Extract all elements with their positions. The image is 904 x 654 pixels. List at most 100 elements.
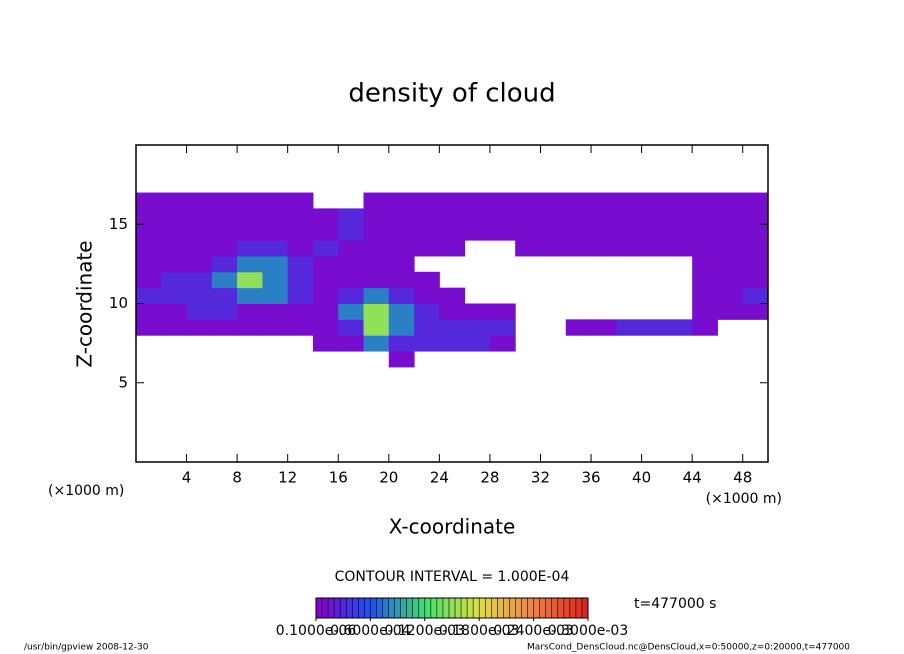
cell bbox=[591, 319, 617, 336]
x-tick-label: 4 bbox=[182, 469, 192, 487]
cell bbox=[439, 192, 466, 209]
cell bbox=[262, 192, 289, 209]
cell bbox=[616, 319, 643, 336]
colorbar-step bbox=[370, 598, 377, 618]
colorbar-step bbox=[575, 598, 583, 618]
cell bbox=[211, 255, 238, 273]
cell bbox=[692, 271, 718, 289]
colorbar-step bbox=[533, 598, 540, 618]
colorbar-step bbox=[473, 598, 480, 618]
cell bbox=[262, 224, 289, 241]
cell bbox=[717, 255, 744, 273]
cell bbox=[540, 208, 567, 225]
colorbar-step bbox=[479, 598, 486, 618]
cell bbox=[692, 224, 718, 241]
cell bbox=[262, 255, 289, 273]
cell bbox=[717, 240, 744, 257]
colorbar-step bbox=[358, 598, 365, 618]
cell bbox=[439, 319, 466, 336]
cell bbox=[540, 192, 567, 209]
colorbar-step bbox=[406, 598, 414, 618]
cell bbox=[363, 287, 390, 304]
cell bbox=[692, 303, 718, 320]
cell bbox=[717, 224, 744, 241]
colorbar-frame bbox=[315, 597, 589, 619]
cell bbox=[287, 319, 314, 336]
colorbar-step bbox=[497, 598, 504, 618]
cell bbox=[363, 255, 390, 273]
colorbar-step bbox=[334, 598, 341, 618]
colorbar-step bbox=[316, 598, 323, 618]
cell bbox=[211, 271, 238, 289]
cell bbox=[515, 208, 541, 225]
cell bbox=[616, 240, 643, 257]
cell bbox=[211, 319, 238, 336]
cell bbox=[439, 208, 466, 225]
footer-left: /usr/bin/gpview 2008-12-30 bbox=[24, 643, 149, 653]
cell bbox=[136, 255, 162, 273]
cell bbox=[186, 224, 213, 241]
cell bbox=[338, 240, 365, 257]
cell bbox=[338, 319, 365, 336]
cell bbox=[591, 224, 617, 241]
cell bbox=[161, 287, 188, 304]
cell bbox=[363, 192, 390, 209]
cell bbox=[262, 287, 289, 304]
cell bbox=[641, 208, 668, 225]
cell bbox=[338, 271, 365, 289]
cell bbox=[666, 224, 693, 241]
cell bbox=[312, 287, 339, 304]
cell bbox=[161, 208, 188, 225]
colorbar-step bbox=[430, 598, 438, 618]
colorbar-step bbox=[503, 598, 510, 618]
cell bbox=[287, 303, 314, 320]
cell bbox=[388, 255, 415, 273]
cell bbox=[439, 287, 466, 304]
cell bbox=[717, 192, 744, 209]
cell bbox=[338, 208, 365, 225]
cell bbox=[464, 335, 491, 352]
x-tick-label: 8 bbox=[232, 469, 242, 487]
colorbar-step bbox=[461, 598, 468, 618]
cell bbox=[262, 240, 289, 257]
cell bbox=[692, 192, 718, 209]
colorbar-step bbox=[376, 598, 383, 618]
cell bbox=[287, 240, 314, 257]
colorbar-step bbox=[581, 598, 589, 618]
cell bbox=[540, 240, 567, 257]
colorbar-step bbox=[412, 598, 420, 618]
cell bbox=[641, 192, 668, 209]
cell bbox=[237, 303, 263, 320]
cell bbox=[439, 303, 466, 320]
cell bbox=[591, 192, 617, 209]
x-tick-label: 44 bbox=[683, 469, 702, 487]
colorbar-step bbox=[467, 598, 474, 618]
cell bbox=[540, 224, 567, 241]
cell bbox=[186, 208, 213, 225]
cell bbox=[692, 255, 718, 273]
y-tick-label: 10 bbox=[109, 294, 128, 312]
cell bbox=[717, 303, 744, 320]
cell bbox=[363, 224, 390, 241]
cell bbox=[312, 240, 339, 257]
cell bbox=[439, 240, 466, 257]
colorbar-step bbox=[563, 598, 571, 618]
colorbar-step bbox=[436, 598, 444, 618]
y-tick-label: 5 bbox=[118, 373, 128, 391]
cell bbox=[616, 208, 643, 225]
x-axis-label: X-coordinate bbox=[389, 515, 516, 539]
cell bbox=[489, 319, 516, 336]
cell bbox=[414, 303, 440, 320]
cell bbox=[186, 255, 213, 273]
cell bbox=[414, 240, 440, 257]
colorbar-step bbox=[569, 598, 577, 618]
y-axis-label: Z-coordinate bbox=[73, 240, 97, 367]
cell bbox=[186, 271, 213, 289]
cell bbox=[136, 192, 162, 209]
cell bbox=[211, 287, 238, 304]
colorbar-step bbox=[509, 598, 516, 618]
cell bbox=[388, 224, 415, 241]
cell bbox=[692, 287, 718, 304]
colorbar-step bbox=[340, 598, 347, 618]
